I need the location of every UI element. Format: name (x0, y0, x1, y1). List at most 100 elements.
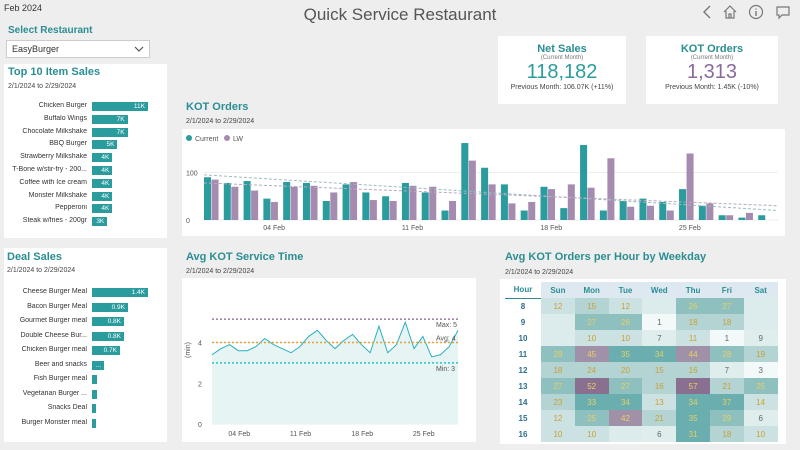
lw-bar[interactable] (528, 201, 536, 220)
bar[interactable] (92, 418, 96, 428)
lw-bar[interactable] (211, 179, 219, 220)
heatmap-cell[interactable]: 18 (709, 314, 744, 330)
current-bar[interactable] (580, 144, 588, 220)
heatmap-cell[interactable]: 26 (608, 314, 643, 330)
lw-bar[interactable] (429, 186, 437, 220)
home-icon[interactable] (722, 4, 738, 20)
back-arrow-icon[interactable] (700, 4, 716, 20)
heatmap-cell[interactable]: 57 (676, 378, 710, 394)
current-bar[interactable] (263, 198, 271, 220)
lw-bar[interactable] (369, 200, 377, 220)
current-bar[interactable] (243, 181, 251, 220)
heatmap-cell[interactable]: 14 (743, 394, 778, 410)
heatmap-cell[interactable]: 29 (541, 346, 575, 362)
heatmap-cell[interactable]: 24 (574, 362, 609, 378)
heatmap-cell[interactable]: 31 (676, 426, 710, 442)
heatmap-cell[interactable]: 9 (743, 330, 778, 346)
heatmap-cell[interactable]: 34 (676, 394, 710, 410)
heatmap-cell[interactable]: 21 (642, 410, 677, 426)
current-bar[interactable] (718, 215, 726, 220)
bar[interactable]: 4K (92, 166, 113, 175)
bar[interactable] (92, 404, 96, 413)
heatmap-cell[interactable]: 21 (709, 378, 744, 394)
bar[interactable]: 4K (92, 191, 113, 201)
current-bar[interactable] (401, 182, 409, 220)
heatmap-cell[interactable]: 18 (541, 362, 575, 378)
heatmap-cell[interactable]: 45 (574, 346, 609, 362)
lw-bar[interactable] (587, 187, 595, 220)
heatmap-cell[interactable]: 16 (676, 362, 710, 378)
bar[interactable]: 11K (92, 102, 148, 111)
current-bar[interactable] (520, 210, 528, 221)
bar[interactable]: ... (92, 360, 104, 370)
lw-bar[interactable] (548, 189, 556, 220)
bar[interactable] (92, 375, 97, 384)
comment-icon[interactable] (775, 4, 791, 20)
heatmap-cell[interactable]: 10 (743, 426, 778, 442)
lw-bar[interactable] (389, 201, 397, 220)
heatmap-cell[interactable]: 27 (709, 298, 744, 314)
heatmap-cell[interactable]: 29 (709, 410, 744, 426)
current-bar[interactable] (322, 201, 330, 220)
lw-bar[interactable] (449, 201, 457, 220)
heatmap-cell[interactable]: 35 (608, 346, 643, 362)
heatmap-cell[interactable]: 11 (676, 330, 710, 346)
heatmap-cell[interactable]: 6 (642, 426, 677, 442)
current-bar[interactable] (698, 205, 706, 220)
heatmap-cell[interactable]: 52 (574, 378, 609, 394)
heatmap-cell[interactable] (743, 298, 778, 314)
heatmap-cell[interactable]: 15 (574, 298, 609, 314)
heatmap-cell[interactable]: 6 (743, 410, 778, 426)
bar[interactable]: 0.7K (92, 346, 120, 355)
heatmap-cell[interactable]: 25 (743, 378, 778, 394)
current-bar[interactable] (500, 184, 508, 220)
current-bar[interactable] (223, 182, 231, 220)
heatmap-cell[interactable]: 12 (541, 410, 575, 426)
current-bar[interactable] (441, 210, 449, 221)
bar[interactable]: 1.4K (92, 288, 148, 297)
heatmap-cell[interactable]: 3 (743, 362, 778, 378)
current-bar[interactable] (204, 177, 212, 220)
lw-bar[interactable] (409, 185, 417, 220)
heatmap-cell[interactable]: 35 (676, 410, 710, 426)
bar[interactable]: 0.9K (92, 302, 128, 312)
current-bar[interactable] (362, 192, 370, 220)
bar[interactable]: 0.8K (92, 317, 124, 326)
lw-bar[interactable] (251, 190, 259, 220)
current-bar[interactable] (639, 198, 647, 220)
lw-bar[interactable] (508, 203, 516, 220)
lw-bar[interactable] (627, 206, 635, 220)
heatmap-cell[interactable]: 18 (676, 314, 710, 330)
lw-bar[interactable] (350, 182, 358, 220)
bar[interactable] (92, 389, 97, 399)
heatmap-cell[interactable]: 18 (709, 426, 744, 442)
lw-bar[interactable] (270, 201, 278, 220)
lw-bar[interactable] (686, 153, 694, 221)
heatmap-cell[interactable] (642, 298, 677, 314)
heatmap-cell[interactable]: 33 (574, 394, 609, 410)
bar[interactable]: 7K (92, 114, 128, 124)
current-bar[interactable] (283, 182, 291, 220)
bar[interactable]: 0.8K (92, 331, 124, 341)
bar[interactable]: 4K (92, 178, 113, 188)
heatmap-cell[interactable]: 27 (574, 314, 609, 330)
current-bar[interactable] (382, 196, 390, 220)
lw-bar[interactable] (567, 184, 575, 220)
heatmap-cell[interactable] (743, 314, 778, 330)
heatmap-cell[interactable]: 1 (709, 330, 744, 346)
current-bar[interactable] (599, 210, 607, 221)
heatmap-cell[interactable]: 10 (541, 426, 575, 442)
heatmap-cell[interactable] (541, 314, 575, 330)
lw-bar[interactable] (468, 160, 476, 220)
heatmap-cell[interactable]: 1 (642, 314, 677, 330)
restaurant-dropdown[interactable]: EasyBurger (6, 40, 150, 58)
heatmap-cell[interactable]: 25 (574, 410, 609, 426)
current-bar[interactable] (738, 217, 746, 220)
lw-bar[interactable] (310, 185, 318, 220)
heatmap-cell[interactable]: 28 (709, 346, 744, 362)
heatmap-cell[interactable]: 7 (709, 362, 744, 378)
heatmap-cell[interactable]: 19 (743, 346, 778, 362)
lw-bar[interactable] (231, 186, 239, 220)
heatmap-cell[interactable]: 34 (642, 346, 677, 362)
heatmap-cell[interactable]: 37 (709, 394, 744, 410)
